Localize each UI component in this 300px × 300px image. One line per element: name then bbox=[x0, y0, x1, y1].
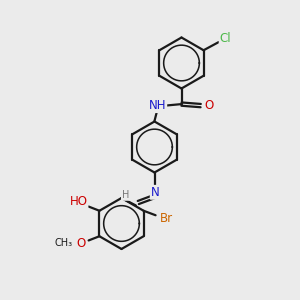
Text: Br: Br bbox=[160, 212, 173, 225]
Text: NH: NH bbox=[149, 99, 166, 112]
Text: O: O bbox=[205, 99, 214, 112]
Text: CH₃: CH₃ bbox=[55, 238, 73, 248]
Text: N: N bbox=[151, 186, 160, 199]
Text: HO: HO bbox=[69, 195, 87, 208]
Text: H: H bbox=[122, 190, 129, 200]
Text: Cl: Cl bbox=[220, 32, 231, 45]
Text: O: O bbox=[77, 237, 86, 250]
